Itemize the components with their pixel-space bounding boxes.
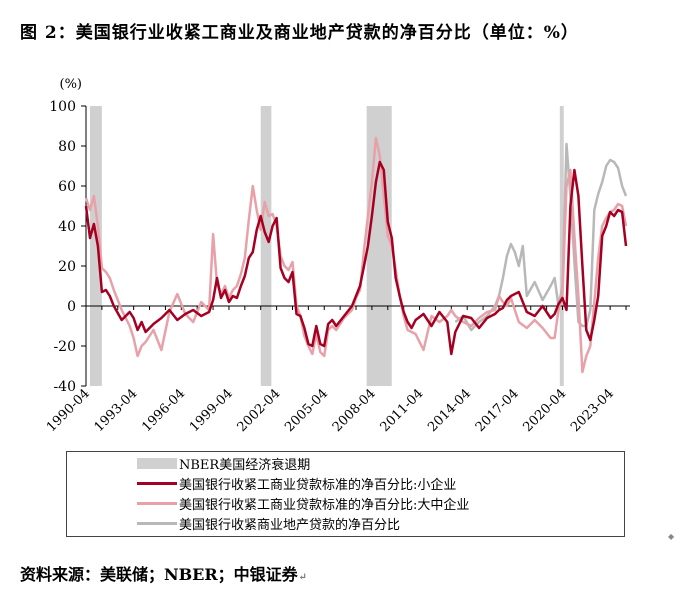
x-tick-label: 2005-04	[282, 386, 331, 435]
x-tick-label: 2023-04	[568, 386, 617, 435]
legend-label-small-business: 美国银行收紧工商业贷款标准的净百分比:小企业	[179, 477, 457, 493]
recession-band-2	[260, 106, 272, 386]
legend-swatch-commercial-real-estate	[137, 521, 177, 525]
legend-item-large-business: 美国银行收紧工商业贷款标准的净百分比:大中企业	[137, 494, 470, 513]
series-line-2	[84, 136, 628, 374]
anchor-mark-icon: ◆	[668, 532, 675, 541]
source-note: 资料来源：美联储；NBER；中银证券↵	[20, 561, 307, 585]
legend-label-recession: NBER美国经济衰退期	[179, 457, 311, 473]
legend-swatch-recession	[137, 457, 177, 469]
y-tick-label: 0	[67, 299, 76, 315]
legend-swatch-large-business	[137, 501, 177, 505]
legend-label-commercial-real-estate: 美国银行收紧商业地产贷款的净百分比	[179, 517, 401, 533]
x-tick-label: 2020-04	[521, 386, 570, 435]
y-tick-label: 100	[49, 99, 76, 115]
x-tick-label: 1999-04	[187, 386, 236, 435]
chart-title: 图 2：美国银行业收紧工商业及商业地产贷款的净百分比（单位：%）	[20, 23, 579, 43]
paragraph-mark-icon: ↵	[298, 572, 308, 583]
y-axis-title: (%)	[60, 77, 83, 92]
chart-legend: NBER美国经济衰退期 美国银行收紧工商业贷款标准的净百分比:小企业 美国银行收…	[66, 451, 625, 537]
x-tick-label: 1993-04	[92, 386, 141, 435]
legend-item-recession: NBER美国经济衰退期	[137, 454, 311, 473]
legend-swatch-small-business	[137, 481, 177, 485]
y-tick-label: -40	[53, 379, 76, 395]
y-tick-label: 60	[58, 179, 76, 195]
x-tick-label: 2008-04	[330, 386, 379, 435]
x-tick-label: 2011-04	[378, 386, 427, 435]
x-tick-label: 2017-04	[473, 386, 522, 435]
legend-label-large-business: 美国银行收紧工商业贷款标准的净百分比:大中企业	[179, 497, 470, 513]
y-tick-label: 20	[58, 259, 76, 275]
chart-axes: -40-20020406080100(%)1990-041993-041996-…	[44, 77, 630, 435]
y-tick-label: 80	[58, 139, 76, 155]
recession-band-4	[559, 106, 564, 386]
x-tick-label: 2002-04	[235, 386, 284, 435]
legend-item-commercial-real-estate: 美国银行收紧商业地产贷款的净百分比	[137, 514, 401, 533]
legend-item-small-business: 美国银行收紧工商业贷款标准的净百分比:小企业	[137, 474, 457, 493]
x-tick-label: 1996-04	[139, 386, 188, 435]
recession-band-1	[89, 106, 102, 386]
x-tick-label: 2014-04	[425, 386, 474, 435]
y-tick-label: -20	[53, 339, 76, 355]
y-tick-label: 40	[58, 219, 76, 235]
recession-bands	[89, 106, 564, 386]
source-text: 资料来源：美联储；NBER；中银证券	[20, 565, 298, 584]
line-chart: -40-20020406080100(%)1990-041993-041996-…	[44, 77, 630, 435]
series-line-1	[84, 160, 628, 356]
chart-series	[84, 136, 628, 374]
